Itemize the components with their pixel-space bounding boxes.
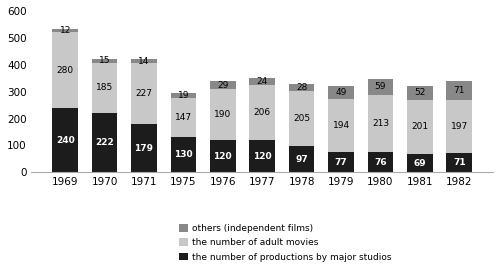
Text: 190: 190 <box>214 110 232 119</box>
Bar <box>170 137 196 172</box>
Text: 130: 130 <box>174 150 193 159</box>
Text: 28: 28 <box>296 83 308 92</box>
Bar <box>407 86 432 100</box>
Text: 59: 59 <box>374 82 386 91</box>
Text: 185: 185 <box>96 83 113 92</box>
Text: 120: 120 <box>214 152 232 161</box>
Text: 197: 197 <box>450 122 468 131</box>
Bar <box>328 152 354 172</box>
Text: 76: 76 <box>374 158 387 167</box>
Text: 71: 71 <box>453 158 466 167</box>
Text: 12: 12 <box>60 26 71 35</box>
Text: 52: 52 <box>414 88 426 97</box>
Text: 19: 19 <box>178 91 189 100</box>
Bar <box>170 98 196 137</box>
Bar <box>131 63 157 124</box>
Text: 201: 201 <box>412 122 428 131</box>
Bar <box>446 100 472 153</box>
Text: 213: 213 <box>372 119 389 128</box>
Text: 280: 280 <box>56 66 74 75</box>
Bar <box>52 29 78 33</box>
Text: 227: 227 <box>136 89 152 98</box>
Bar <box>289 146 314 172</box>
Bar <box>446 81 472 100</box>
Bar <box>92 59 118 63</box>
Bar <box>289 91 314 146</box>
Bar <box>368 152 394 172</box>
Text: 205: 205 <box>293 114 310 123</box>
Bar <box>407 100 432 154</box>
Text: 71: 71 <box>454 86 465 95</box>
Bar <box>368 95 394 152</box>
Bar <box>368 79 394 95</box>
Bar <box>92 63 118 113</box>
Text: 222: 222 <box>95 138 114 147</box>
Bar <box>52 108 78 172</box>
Bar <box>210 140 236 172</box>
Bar <box>250 140 275 172</box>
Text: 206: 206 <box>254 108 271 117</box>
Text: 14: 14 <box>138 57 149 66</box>
Bar <box>210 81 236 89</box>
Text: 77: 77 <box>334 158 347 167</box>
Text: 69: 69 <box>414 158 426 168</box>
Bar <box>328 100 354 152</box>
Bar <box>446 153 472 172</box>
Text: 194: 194 <box>332 121 349 130</box>
Bar <box>250 85 275 140</box>
Bar <box>131 59 157 63</box>
Text: 147: 147 <box>175 113 192 122</box>
Text: 97: 97 <box>296 155 308 164</box>
Bar <box>210 89 236 140</box>
Bar <box>170 93 196 98</box>
Bar <box>250 78 275 85</box>
Bar <box>131 124 157 172</box>
Bar <box>407 154 432 172</box>
Legend: others (independent films), the number of adult movies, the number of production: others (independent films), the number o… <box>177 222 394 264</box>
Bar <box>92 113 118 172</box>
Text: 120: 120 <box>253 152 272 161</box>
Text: 15: 15 <box>99 56 110 65</box>
Bar <box>289 84 314 91</box>
Text: 240: 240 <box>56 136 74 145</box>
Text: 49: 49 <box>336 88 346 97</box>
Bar <box>52 33 78 108</box>
Text: 24: 24 <box>256 77 268 86</box>
Text: 29: 29 <box>217 81 228 90</box>
Bar <box>328 86 354 100</box>
Text: 179: 179 <box>134 144 154 153</box>
